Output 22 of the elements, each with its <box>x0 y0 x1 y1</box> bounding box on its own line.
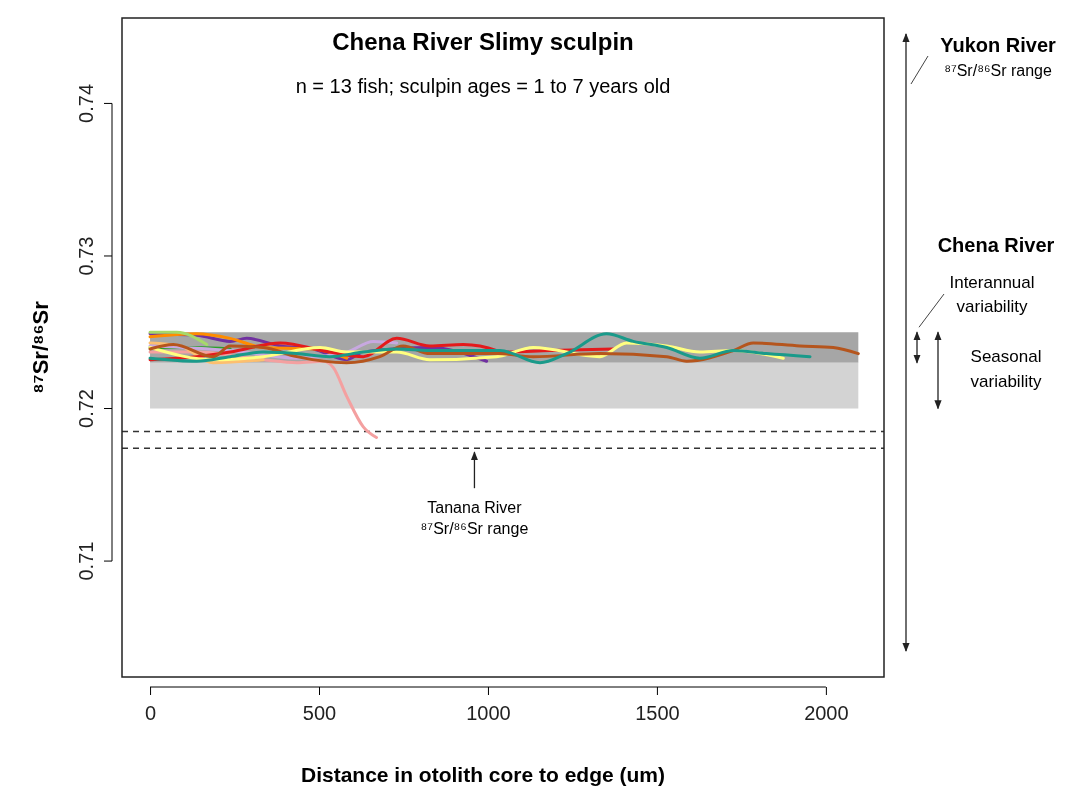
text: Yukon River <box>940 34 1057 56</box>
y-tick-label: 0.71 <box>75 541 97 581</box>
text: Chena River <box>937 234 1055 256</box>
x-tick-label: 2000 <box>804 702 849 724</box>
y-tick-label: 0.72 <box>75 389 97 428</box>
text: variability <box>970 372 1042 391</box>
y-axis-title: ⁸⁷Sr/⁸⁶Sr <box>28 300 53 394</box>
x-tick-label: 0 <box>144 702 157 724</box>
annotation: ⁸⁷Sr/⁸⁶Sr range <box>420 520 529 538</box>
text: n = 13 fish; sculpin ages = 1 to 7 years old <box>295 75 671 97</box>
y-tick-label: 0.73 <box>75 236 97 276</box>
x-axis-title: Distance in otolith core to edge (um) <box>300 763 666 786</box>
y-tick-label: 0.74 <box>75 83 97 123</box>
text: Interannual <box>949 273 1035 292</box>
x-tick-label: 500 <box>302 702 337 724</box>
chart-title: Chena River Slimy sculpin <box>332 28 634 55</box>
text: Seasonal <box>970 347 1042 366</box>
x-tick-label: 1500 <box>635 702 680 724</box>
text: variability <box>956 297 1028 316</box>
text: ⁸⁷Sr/⁸⁶Sr range <box>944 62 1052 79</box>
annotation: Tanana River <box>427 499 523 517</box>
x-tick-label: 1000 <box>466 702 511 724</box>
